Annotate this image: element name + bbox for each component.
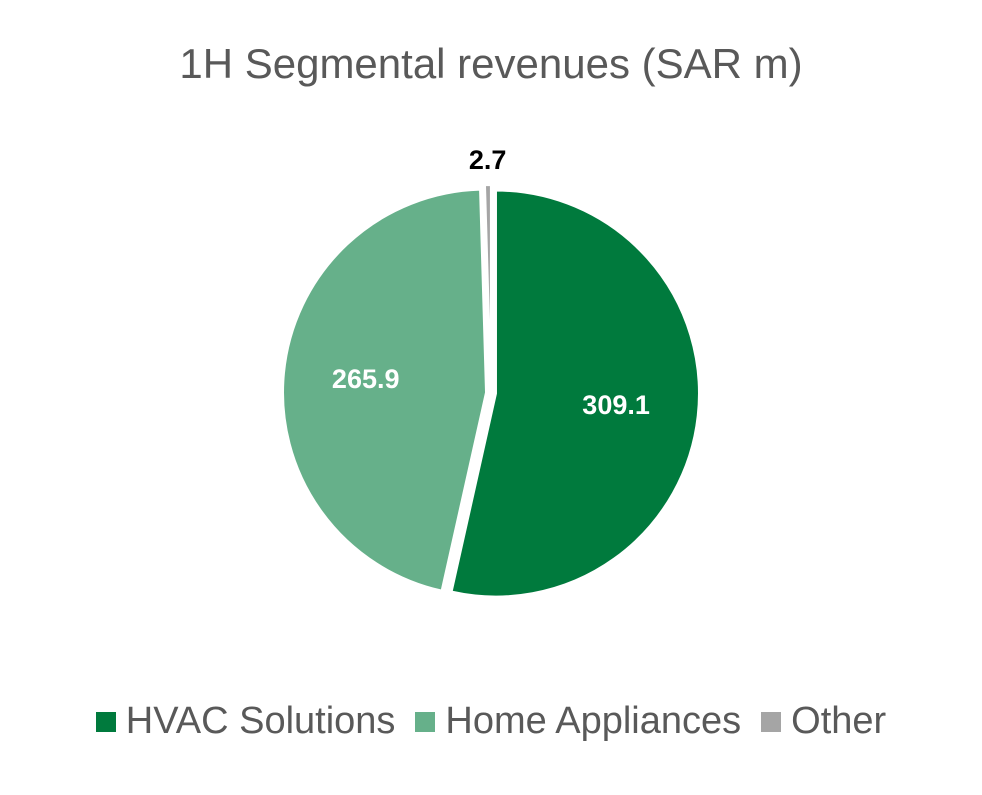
legend-label-home-appliances: Home Appliances bbox=[445, 700, 742, 742]
data-label-other: 2.7 bbox=[469, 145, 507, 175]
pie-slice-hvac-solutions bbox=[450, 189, 700, 598]
legend-item-hvac: HVAC Solutions bbox=[95, 700, 396, 743]
legend: HVAC Solutions Home Appliances Other bbox=[0, 700, 982, 743]
data-label-home-appliances: 265.9 bbox=[332, 364, 400, 394]
legend-swatch-home-appliances bbox=[415, 711, 436, 732]
pie-slice-other bbox=[483, 184, 492, 389]
legend-item-home-appliances: Home Appliances bbox=[415, 700, 741, 743]
chart-title: 1H Segmental revenues (SAR m) bbox=[179, 40, 803, 87]
legend-swatch-hvac bbox=[95, 711, 116, 732]
pie-slice-home-appliances bbox=[282, 188, 488, 592]
legend-item-other: Other bbox=[761, 700, 886, 743]
data-label-hvac-solutions: 309.1 bbox=[582, 390, 650, 420]
legend-label-other: Other bbox=[791, 700, 887, 742]
legend-swatch-other bbox=[761, 711, 782, 732]
legend-label-hvac: HVAC Solutions bbox=[125, 700, 396, 742]
